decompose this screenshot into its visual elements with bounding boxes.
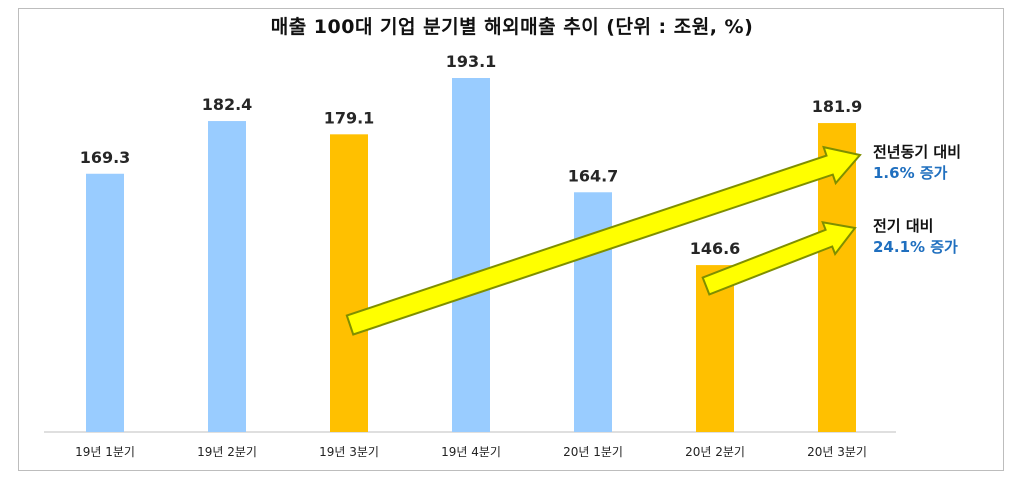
bar-3	[330, 134, 368, 433]
annotation-yoy-heading: 전년동기 대비	[873, 143, 961, 161]
value-label-3: 179.1	[324, 108, 375, 127]
bar-1	[86, 173, 124, 433]
arrows-group	[345, 145, 862, 336]
x-tick-label-5: 20년 1분기	[563, 445, 623, 459]
bar-2	[208, 121, 246, 432]
arrow-yoy	[345, 145, 862, 336]
x-tick-label-4: 19년 4분기	[441, 445, 501, 459]
x-tick-label-7: 20년 3분기	[807, 445, 867, 459]
value-label-4: 193.1	[446, 52, 497, 71]
x-tick-label-2: 19년 2분기	[197, 445, 257, 459]
x-tick-label-3: 19년 3분기	[319, 445, 379, 459]
bar-4	[452, 78, 490, 432]
value-label-1: 169.3	[80, 148, 131, 167]
x-tick-label-6: 20년 2분기	[685, 445, 745, 459]
value-label-6: 146.6	[690, 239, 741, 258]
annotation-qoq-detail: 24.1% 증가	[873, 238, 958, 256]
arrow-qoq	[701, 221, 857, 296]
labels-group: 169.3 19년 1분기 182.4 19년 2분기 179.1 19년 3분기 193.…	[75, 52, 867, 459]
value-label-7: 181.9	[812, 97, 863, 116]
x-tick-label-1: 19년 1분기	[75, 445, 135, 459]
bars-group	[86, 78, 856, 433]
value-label-5: 164.7	[568, 166, 619, 185]
annotation-qoq-heading: 전기 대비	[873, 217, 933, 235]
annotation-yoy-detail: 1.6% 증가	[873, 164, 948, 182]
chart-title: 매출 100대 기업 분기별 해외매출 추이 (단위 : 조원, %)	[270, 16, 754, 38]
value-label-2: 182.4	[202, 95, 253, 114]
